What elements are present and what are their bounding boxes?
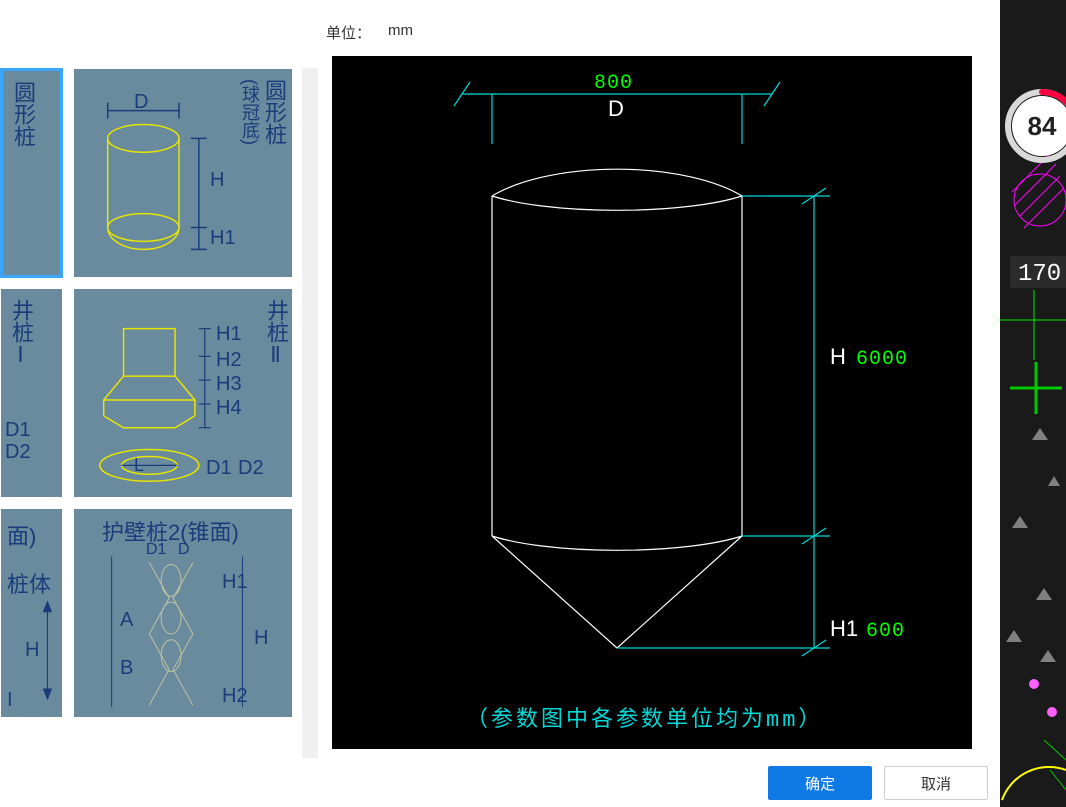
- cad-dim-170: 170: [1018, 261, 1061, 288]
- dim-D1: D1: [5, 419, 31, 442]
- progress-badge: 84: [1012, 96, 1066, 156]
- thumbnails-scrollbar[interactable]: [302, 68, 318, 758]
- cancel-button[interactable]: 取消: [884, 766, 988, 800]
- dim-H3: H3: [216, 373, 242, 396]
- dim-D: D: [134, 91, 148, 114]
- unit-value: mm: [388, 22, 413, 39]
- dim-D: D: [178, 541, 190, 559]
- cancel-button-label: 取消: [921, 773, 951, 794]
- thumb-label: 井桩Ⅰ: [9, 299, 33, 368]
- thumb-label: 圆形桩: [11, 81, 35, 147]
- dim-H1: H1: [210, 227, 236, 250]
- diagram-note: （参数图中各参数单位均为mm）: [466, 707, 823, 733]
- dim-H1: H1: [216, 323, 242, 346]
- dim-D1: D1: [206, 457, 232, 480]
- ok-button-label: 确定: [805, 773, 835, 794]
- thumb-circular-pile-spherical-cap[interactable]: 圆形桩 (球冠底): [73, 68, 293, 278]
- badge-value: 84: [1028, 111, 1057, 142]
- dim-H1: H1: [222, 571, 248, 594]
- dim-H-value: 6000: [856, 348, 908, 371]
- dim-H2: H2: [222, 685, 248, 708]
- main-diagram: 800 D H 6000 H1: [332, 56, 972, 749]
- dim-H: H: [210, 169, 224, 192]
- unit-label: 单位：: [326, 22, 371, 43]
- dim-H1-label: H1: [830, 616, 858, 641]
- dim-D2: D2: [5, 441, 31, 464]
- thumb-wall-pile-2-cone[interactable]: 护壁桩2(锥面) D1: [73, 508, 293, 718]
- thumb-well-pile-2[interactable]: 井桩Ⅱ: [73, 288, 293, 498]
- dim-L: L: [134, 455, 144, 476]
- pile-type-thumbnails: 圆形桩 圆形桩 (球冠底): [0, 68, 302, 758]
- thumb-well-pile-1[interactable]: 井桩Ⅰ D1 D2: [0, 288, 63, 498]
- dim-A: A: [120, 609, 133, 632]
- thumb-circular-pile[interactable]: 圆形桩: [0, 68, 63, 278]
- dim-D1: D1: [146, 541, 166, 559]
- dim-D2: D2: [238, 457, 264, 480]
- dim-H2: H2: [216, 349, 242, 372]
- pile-parameter-dialog: 单位： mm 圆形桩 圆形桩 (球冠底): [0, 0, 1000, 807]
- ok-button[interactable]: 确定: [768, 766, 872, 800]
- dim-D-label: D: [608, 96, 624, 121]
- dim-B: B: [120, 657, 133, 680]
- dim-D-value: 800: [594, 72, 633, 95]
- thumb-partial-left[interactable]: 面) 桩体 H I: [0, 508, 63, 718]
- dim-H1-value: 600: [866, 620, 905, 643]
- dim-H4: H4: [216, 397, 242, 420]
- dim-H: H: [254, 627, 268, 650]
- dim-H-label: H: [830, 344, 846, 369]
- dialog-button-bar: 确定 取消: [0, 759, 1000, 807]
